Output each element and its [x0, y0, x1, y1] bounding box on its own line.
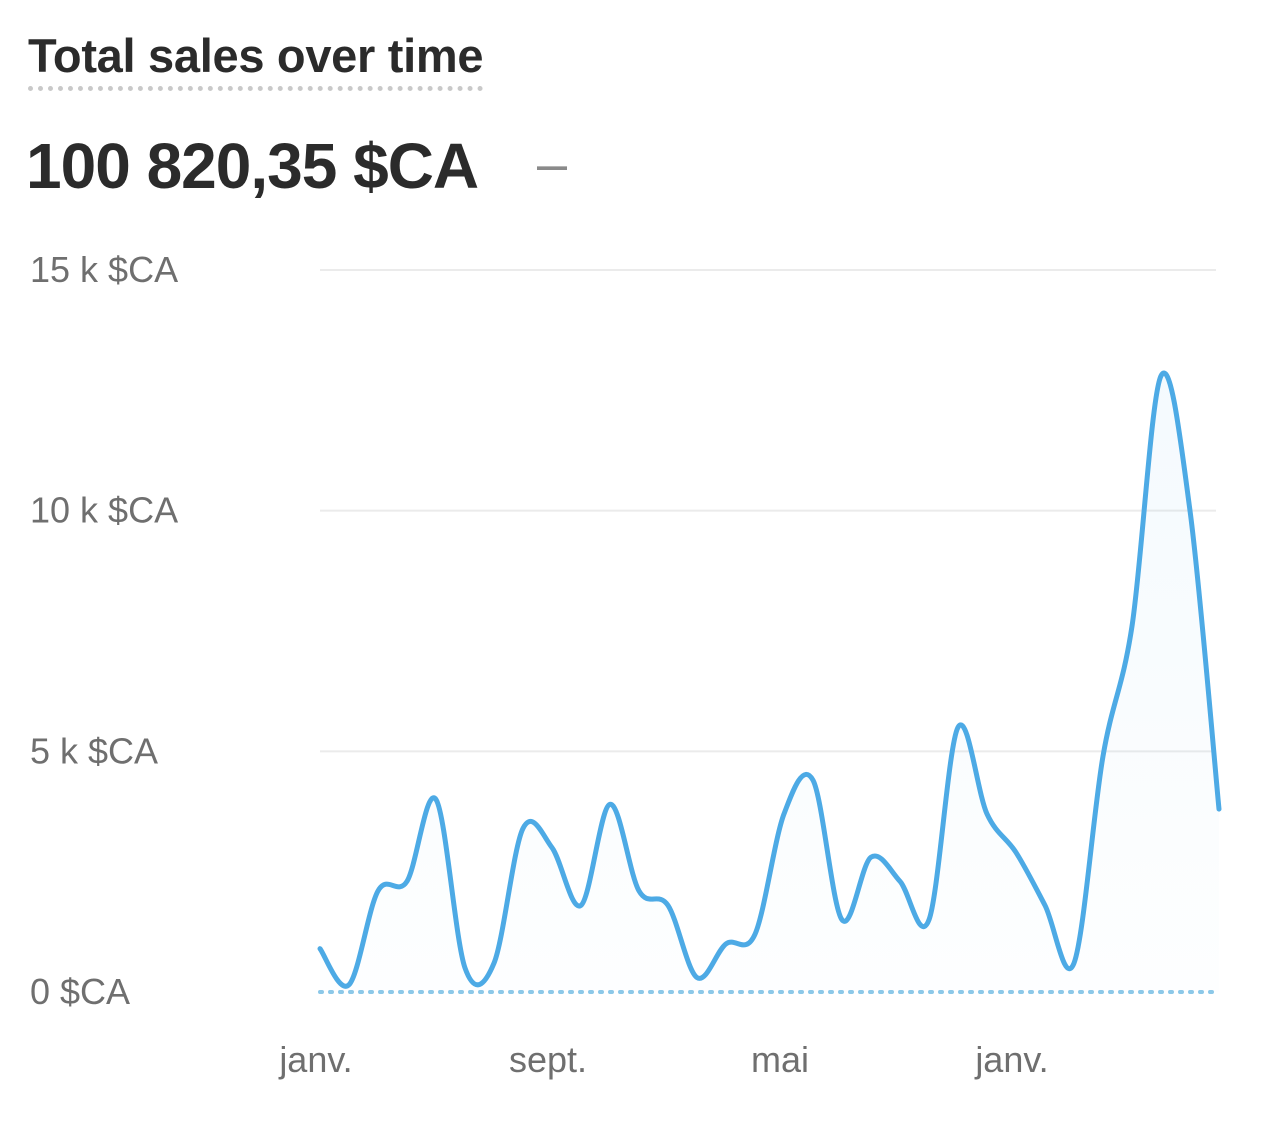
data-point[interactable]: [1184, 505, 1196, 517]
data-point[interactable]: [778, 808, 790, 820]
data-point[interactable]: [343, 979, 355, 991]
data-point[interactable]: [1068, 957, 1080, 969]
data-point[interactable]: [633, 885, 645, 897]
data-point[interactable]: [836, 914, 848, 926]
series-line: [317, 370, 1222, 989]
data-point[interactable]: [575, 899, 587, 911]
data-point[interactable]: [952, 721, 964, 733]
data-point[interactable]: [981, 808, 993, 820]
data-point[interactable]: [401, 875, 413, 887]
data-point[interactable]: [691, 972, 703, 984]
data-point[interactable]: [865, 851, 877, 863]
x-tick-label: janv.: [278, 1039, 352, 1080]
data-point[interactable]: [517, 822, 529, 834]
x-tick-label: sept.: [509, 1039, 587, 1080]
data-point[interactable]: [720, 938, 732, 950]
data-point[interactable]: [1097, 750, 1109, 762]
data-point[interactable]: [372, 885, 384, 897]
y-tick-label: 10 k $CA: [30, 490, 178, 531]
data-point[interactable]: [923, 914, 935, 926]
data-point[interactable]: [430, 793, 442, 805]
data-point[interactable]: [662, 899, 674, 911]
data-point[interactable]: [1039, 899, 1051, 911]
data-point[interactable]: [894, 875, 906, 887]
data-point[interactable]: [604, 798, 616, 810]
data-point[interactable]: [314, 943, 326, 955]
y-tick-label: 15 k $CA: [30, 249, 178, 290]
y-axis-labels: 0 $CA 5 k $CA 10 k $CA 15 k $CA: [30, 249, 178, 1012]
x-tick-label: janv.: [974, 1039, 1048, 1080]
total-sales-value: 100 820,35 $CA: [26, 130, 479, 202]
x-tick-label: mai: [751, 1039, 809, 1080]
y-tick-label: 5 k $CA: [30, 730, 158, 771]
data-point[interactable]: [1155, 370, 1167, 382]
data-point[interactable]: [488, 957, 500, 969]
x-axis-labels: janv. sept. mai janv.: [278, 1039, 1048, 1080]
data-point[interactable]: [546, 842, 558, 854]
data-point[interactable]: [459, 962, 471, 974]
data-point[interactable]: [807, 774, 819, 786]
comparison-indicator: –: [537, 134, 568, 194]
data-point[interactable]: [749, 928, 761, 940]
series-lines: [317, 370, 1222, 989]
data-point[interactable]: [1010, 846, 1022, 858]
data-point[interactable]: [1213, 803, 1225, 815]
grid-lines: [320, 269, 1216, 753]
chart-title[interactable]: Total sales over time: [28, 28, 483, 91]
y-tick-label: 0 $CA: [30, 971, 130, 1012]
data-point[interactable]: [1126, 620, 1138, 632]
